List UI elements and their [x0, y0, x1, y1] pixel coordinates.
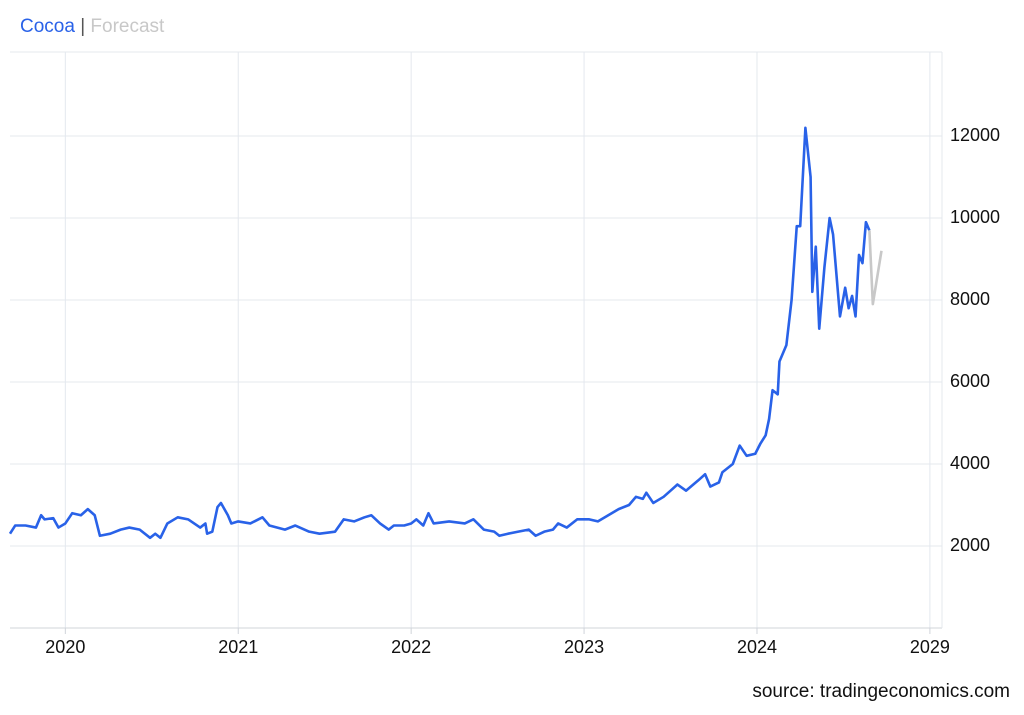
y-tick-label: 4000: [950, 453, 990, 473]
x-tick-label: 2020: [45, 637, 85, 657]
x-tick-label: 2023: [564, 637, 604, 657]
legend: Cocoa | Forecast: [20, 16, 165, 37]
y-tick-label: 12000: [950, 125, 1000, 145]
y-tick-label: 8000: [950, 289, 990, 309]
data-line: [8, 126, 871, 540]
y-tick-label: 6000: [950, 371, 990, 391]
legend-entry[interactable]: Forecast: [90, 16, 165, 37]
x-tick-label: 2024: [737, 637, 777, 657]
x-tick-label: 2021: [218, 637, 258, 657]
x-tick-label: 2029: [910, 637, 950, 657]
source-note: source: tradingeconomics.com: [752, 681, 1010, 702]
x-tick-label: 2022: [391, 637, 431, 657]
legend-separator: |: [80, 16, 85, 37]
data-line: [868, 230, 883, 306]
y-tick-label: 10000: [950, 207, 1000, 227]
legend-entry[interactable]: Cocoa: [20, 16, 75, 37]
y-tick-label: 2000: [950, 535, 990, 555]
